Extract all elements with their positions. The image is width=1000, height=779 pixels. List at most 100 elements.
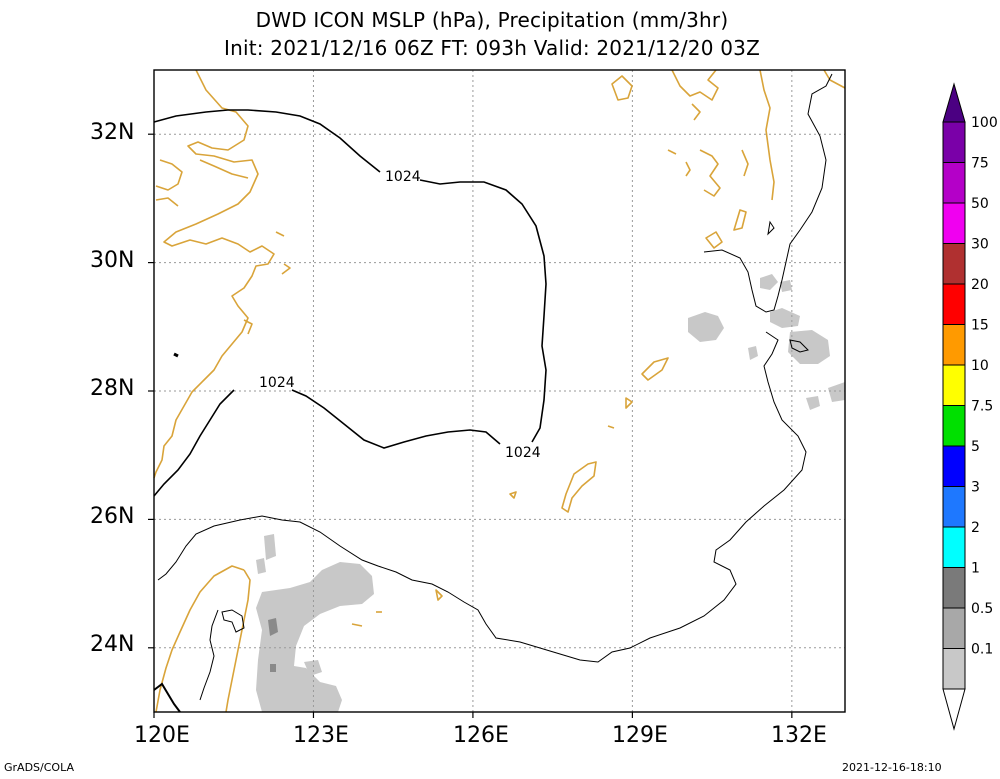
colorbar-cap-top <box>942 82 966 123</box>
colorbar-segment <box>942 324 966 366</box>
lon-tick-label: 126E <box>453 723 509 748</box>
coastlines <box>153 69 846 713</box>
precip-area-moderate <box>270 664 276 672</box>
colorbar-segment <box>942 648 966 690</box>
colorbar-label: 7.5 <box>971 399 993 415</box>
shelf-boundary <box>157 331 807 663</box>
lat-lon-grid <box>154 70 845 712</box>
island-coast <box>275 231 285 237</box>
precip-area <box>256 558 266 574</box>
colorbar-label: 10 <box>971 358 989 374</box>
colorbar-segment <box>942 445 966 487</box>
japan-coastline <box>667 149 677 155</box>
footer-credit: GrADS/COLA <box>4 761 74 774</box>
lat-tick-label: 26N <box>90 504 135 529</box>
ryukyu-island <box>561 461 597 513</box>
colorbar-label: 100 <box>971 115 998 131</box>
footer-timestamp: 2021-12-16-18:10 <box>842 761 942 774</box>
colorbar-label: 1 <box>971 561 980 577</box>
japan-coastline <box>699 149 721 197</box>
boundary-lines <box>153 73 833 713</box>
lat-tick-label: 30N <box>90 248 135 273</box>
china-coastline <box>153 69 275 479</box>
isobar-label: 1024 <box>259 375 295 391</box>
isobar-1024 <box>153 109 547 497</box>
precip-area <box>264 534 276 560</box>
precip-area <box>828 382 845 402</box>
ryukyu-island <box>641 357 669 381</box>
precipitation-shading-dark <box>268 618 278 672</box>
colorbar-label: 0.1 <box>971 642 993 658</box>
precip-area <box>806 396 820 410</box>
ryukyu-island <box>625 397 633 409</box>
colorbar-segment <box>942 162 966 204</box>
coast-outline <box>153 682 181 713</box>
precipitation-shading <box>256 274 845 712</box>
colorbar-label: 30 <box>971 237 989 253</box>
colorbar-segment <box>942 607 966 649</box>
colorbar-segment <box>942 364 966 406</box>
colorbar-label: 15 <box>971 318 989 334</box>
colorbar-segment <box>942 405 966 447</box>
colorbar-label: 50 <box>971 196 989 212</box>
japan-coastline <box>611 75 633 101</box>
estuary-coast <box>155 197 179 207</box>
kyushu-outline <box>703 73 833 313</box>
lat-tick-label: 28N <box>90 376 135 401</box>
precip-area <box>304 660 322 676</box>
colorbar-segment <box>942 243 966 285</box>
ryukyu-island <box>351 623 363 627</box>
colorbar-segment <box>942 526 966 568</box>
colorbar-label: 5 <box>971 439 980 455</box>
isobar-line <box>153 109 547 443</box>
map-title-line2: Init: 2021/12/16 06Z FT: 093h Valid: 202… <box>224 36 760 60</box>
japan-coastline <box>741 149 749 177</box>
colorbar-label: 75 <box>971 156 989 172</box>
lon-tick-label: 129E <box>612 723 668 748</box>
colorbar-label: 0.5 <box>971 601 993 617</box>
taiwan-coastline <box>155 565 251 713</box>
japan-coastline <box>691 103 701 121</box>
axis-ticks <box>148 133 793 718</box>
colorbar-label: 2 <box>971 520 980 536</box>
ryukyu-island <box>607 425 615 429</box>
lon-tick-label: 120E <box>134 723 190 748</box>
japan-coastline <box>685 161 691 177</box>
island-outline <box>789 339 809 353</box>
lat-tick-label: 32N <box>90 120 135 145</box>
precip-area <box>748 346 758 360</box>
estuary-coast <box>155 159 183 191</box>
japan-coastline <box>671 69 719 101</box>
precip-area <box>788 330 830 364</box>
lat-tick-label: 24N <box>90 632 135 657</box>
japan-coastline <box>759 69 775 201</box>
precip-area <box>760 274 778 290</box>
precip-area <box>256 562 374 712</box>
isobar-label: 1024 <box>505 445 541 461</box>
colorbar-label: 3 <box>971 480 980 496</box>
colorbar-segment <box>942 567 966 609</box>
island-outline <box>767 220 775 236</box>
japan-coastline <box>823 69 846 89</box>
island-coast <box>243 319 253 335</box>
japan-coastline <box>705 231 723 249</box>
colorbar-label: 20 <box>971 277 989 293</box>
precip-colorbar: 100 75 50 30 20 15 10 7.5 5 3 2 1 0.5 0.1 <box>942 82 998 731</box>
coast-outline <box>173 352 179 358</box>
lon-tick-label: 132E <box>771 723 827 748</box>
precip-area-moderate <box>268 618 278 636</box>
precip-area <box>688 312 724 342</box>
colorbar-cap-bottom <box>942 688 966 731</box>
isobar-line <box>153 389 501 497</box>
japan-coastline <box>733 209 747 231</box>
colorbar-segment <box>942 121 966 163</box>
precip-area <box>770 308 800 328</box>
taiwan-outline <box>221 609 245 633</box>
estuary-coast <box>199 159 249 179</box>
lon-tick-label: 123E <box>293 723 349 748</box>
island-coast <box>281 263 291 275</box>
map-title-line1: DWD ICON MSLP (hPa), Precipitation (mm/3… <box>255 8 729 32</box>
colorbar-segment <box>942 202 966 244</box>
colorbar-segment <box>942 283 966 325</box>
